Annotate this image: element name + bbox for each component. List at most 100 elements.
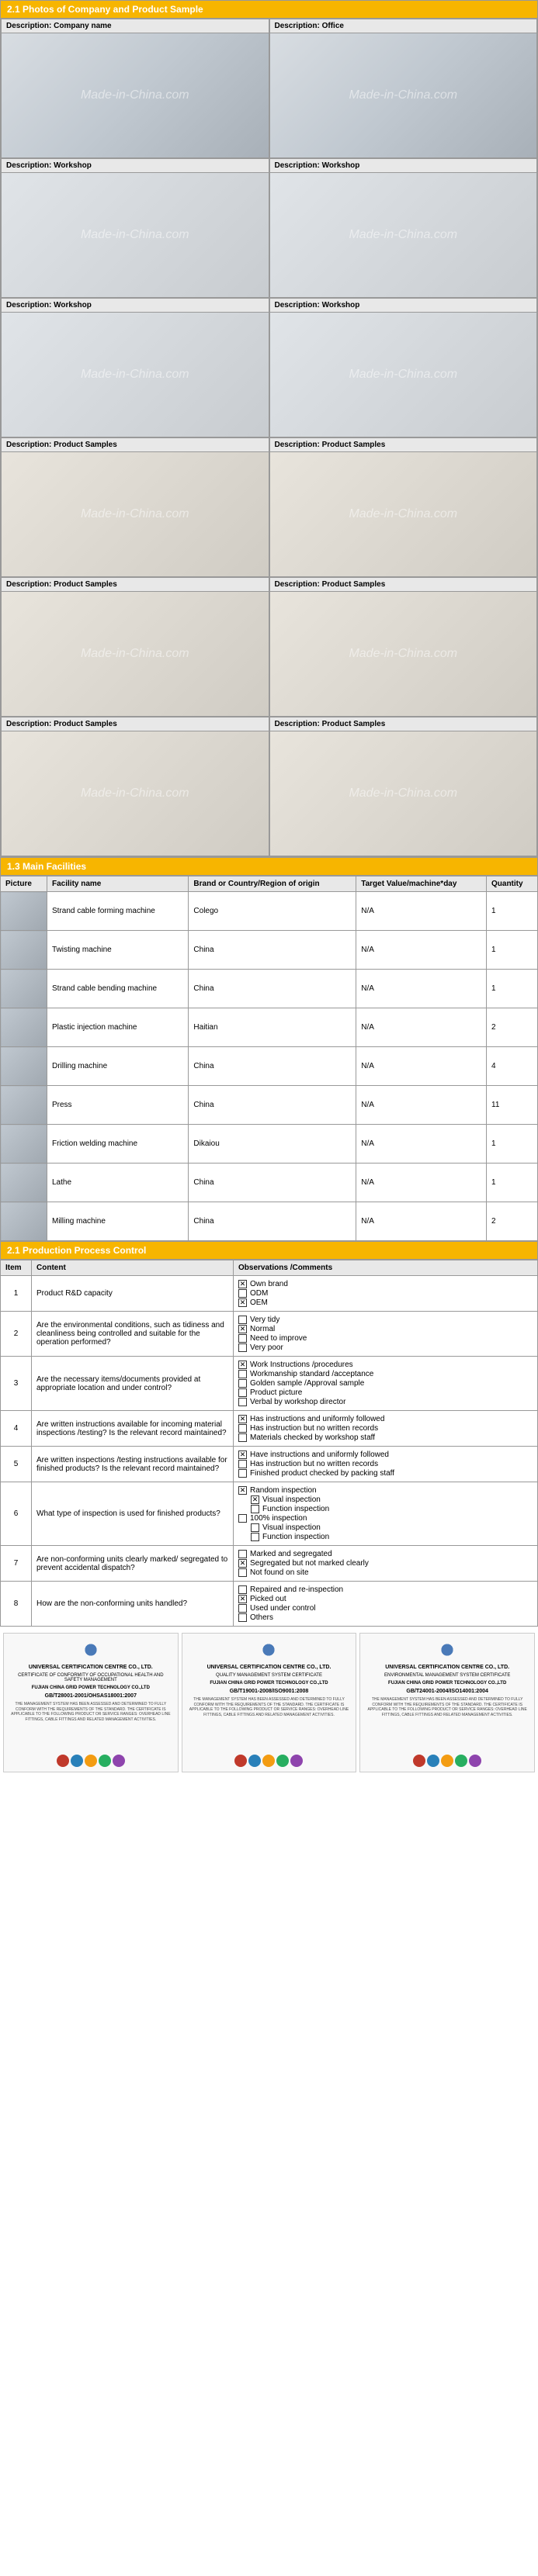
checkbox-label: Has instructions and uniformly followed: [250, 1415, 384, 1423]
photo-description: Description: Product Samples: [2, 717, 269, 731]
checkbox-label: Marked and segregated: [250, 1550, 332, 1558]
cert-badges: [187, 1755, 352, 1767]
facility-cell: 1: [487, 931, 538, 970]
photo-description: Description: Product Samples: [270, 438, 537, 452]
cert-logo-icon: [75, 1638, 106, 1661]
photo-grid: Description: Company nameMade-in-China.c…: [0, 19, 538, 857]
facility-cell: N/A: [356, 931, 487, 970]
checkbox-line: Finished product checked by packing staf…: [238, 1469, 533, 1478]
checkbox-icon: [238, 1334, 247, 1343]
process-observations: ✕Has instructions and uniformly followed…: [234, 1411, 538, 1447]
section1-header: 2.1 Photos of Company and Product Sample: [0, 0, 538, 19]
checkbox-icon: [238, 1514, 247, 1523]
process-observations: ✕Random inspection✕Visual inspectionFunc…: [234, 1482, 538, 1546]
cert-title: UNIVERSAL CERTIFICATION CENTRE CO., LTD.: [187, 1665, 352, 1670]
facility-cell: China: [189, 1086, 356, 1125]
process-content: Are written inspections /testing instruc…: [32, 1447, 234, 1482]
certificate-card: UNIVERSAL CERTIFICATION CENTRE CO., LTD.…: [3, 1633, 179, 1772]
facility-cell: N/A: [356, 1047, 487, 1086]
checkbox-icon: [238, 1550, 247, 1558]
facility-cell: N/A: [356, 892, 487, 931]
checkbox-line: Workmanship standard /acceptance: [238, 1370, 533, 1378]
checkbox-line: ✕Picked out: [238, 1595, 533, 1603]
checkbox-icon: [238, 1604, 247, 1613]
checkbox-line: Visual inspection: [251, 1523, 533, 1532]
process-item-num: 1: [1, 1276, 32, 1312]
photo-cell: Description: Product SamplesMade-in-Chin…: [269, 577, 538, 717]
facilities-header: Quantity: [487, 877, 538, 892]
checkbox-label: Function inspection: [262, 1505, 329, 1513]
facilities-header: Brand or Country/Region of origin: [189, 877, 356, 892]
checkbox-icon: [251, 1523, 259, 1532]
cert-body: THE MANAGEMENT SYSTEM HAS BEEN ASSESSED …: [365, 1697, 529, 1748]
checkbox-icon: [251, 1505, 259, 1513]
table-row: Friction welding machineDikaiouN/A1: [1, 1125, 538, 1164]
checkbox-line: Function inspection: [251, 1505, 533, 1513]
cert-standard: GB/T28001-2001/OHSAS18001:2007: [9, 1693, 173, 1699]
checkbox-label: Others: [250, 1613, 273, 1622]
checkbox-line: ✕OEM: [238, 1298, 533, 1307]
process-observations: Very tidy✕NormalNeed to improveVery poor: [234, 1312, 538, 1357]
checkbox-icon: [238, 1613, 247, 1622]
cert-badges: [365, 1755, 529, 1767]
cert-logo-icon: [432, 1638, 463, 1661]
process-item-num: 2: [1, 1312, 32, 1357]
checkbox-line: Need to improve: [238, 1334, 533, 1343]
checkbox-line: ✕Has instructions and uniformly followed: [238, 1415, 533, 1423]
facility-cell: N/A: [356, 1008, 487, 1047]
facility-cell: N/A: [356, 1164, 487, 1202]
process-content: What type of inspection is used for fini…: [32, 1482, 234, 1546]
process-observations: ✕Have instructions and uniformly followe…: [234, 1447, 538, 1482]
facility-cell: China: [189, 931, 356, 970]
checkbox-icon: [238, 1568, 247, 1577]
cert-subtitle: ENVIRONMENTAL MANAGEMENT SYSTEM CERTIFIC…: [365, 1673, 529, 1678]
checkbox-icon: [238, 1316, 247, 1324]
checkbox-line: ✕Visual inspection: [251, 1495, 533, 1504]
cert-logo-icon: [253, 1638, 284, 1661]
facility-cell: Lathe: [47, 1164, 189, 1202]
photo-description: Description: Workshop: [270, 159, 537, 173]
facilities-header: Picture: [1, 877, 47, 892]
checkbox-line: Others: [238, 1613, 533, 1622]
table-row: LatheChinaN/A1: [1, 1164, 538, 1202]
badge-icon: [469, 1755, 481, 1767]
photo-placeholder: Made-in-China.com: [2, 452, 269, 576]
photo-description: Description: Product Samples: [270, 717, 537, 731]
checkbox-icon: ✕: [238, 1415, 247, 1423]
photo-placeholder: Made-in-China.com: [2, 592, 269, 716]
process-item-num: 8: [1, 1582, 32, 1627]
checkbox-label: Own brand: [250, 1280, 288, 1288]
certificates: UNIVERSAL CERTIFICATION CENTRE CO., LTD.…: [0, 1627, 538, 1779]
process-header: Content: [32, 1260, 234, 1276]
checkbox-label: Picked out: [250, 1595, 286, 1603]
facility-cell: Strand cable forming machine: [47, 892, 189, 931]
facility-pic: [1, 931, 47, 970]
checkbox-line: ✕Own brand: [238, 1280, 533, 1288]
badge-icon: [290, 1755, 303, 1767]
photo-cell: Description: WorkshopMade-in-China.com: [1, 158, 269, 298]
photo-description: Description: Office: [270, 19, 537, 33]
table-row: 1Product R&D capacity✕Own brandODM✕OEM: [1, 1276, 538, 1312]
checkbox-label: Verbal by workshop director: [250, 1398, 345, 1406]
checkbox-line: Not found on site: [238, 1568, 533, 1577]
checkbox-label: Segregated but not marked clearly: [250, 1559, 369, 1568]
checkbox-icon: ✕: [238, 1298, 247, 1307]
cert-body: THE MANAGEMENT SYSTEM HAS BEEN ASSESSED …: [187, 1697, 352, 1748]
checkbox-icon: [238, 1433, 247, 1442]
badge-icon: [99, 1755, 111, 1767]
facility-pic: [1, 1047, 47, 1086]
checkbox-line: Used under control: [238, 1604, 533, 1613]
checkbox-icon: [238, 1585, 247, 1594]
facility-cell: N/A: [356, 1086, 487, 1125]
photo-cell: Description: Product SamplesMade-in-Chin…: [1, 577, 269, 717]
table-row: Twisting machineChinaN/A1: [1, 931, 538, 970]
checkbox-icon: [251, 1533, 259, 1541]
photo-description: Description: Workshop: [270, 299, 537, 313]
checkbox-label: Has instruction but no written records: [250, 1460, 378, 1468]
checkbox-line: Very poor: [238, 1343, 533, 1352]
checkbox-icon: ✕: [238, 1325, 247, 1333]
checkbox-label: Visual inspection: [262, 1495, 321, 1504]
checkbox-line: Marked and segregated: [238, 1550, 533, 1558]
checkbox-label: Very tidy: [250, 1316, 279, 1324]
facility-cell: 1: [487, 1164, 538, 1202]
